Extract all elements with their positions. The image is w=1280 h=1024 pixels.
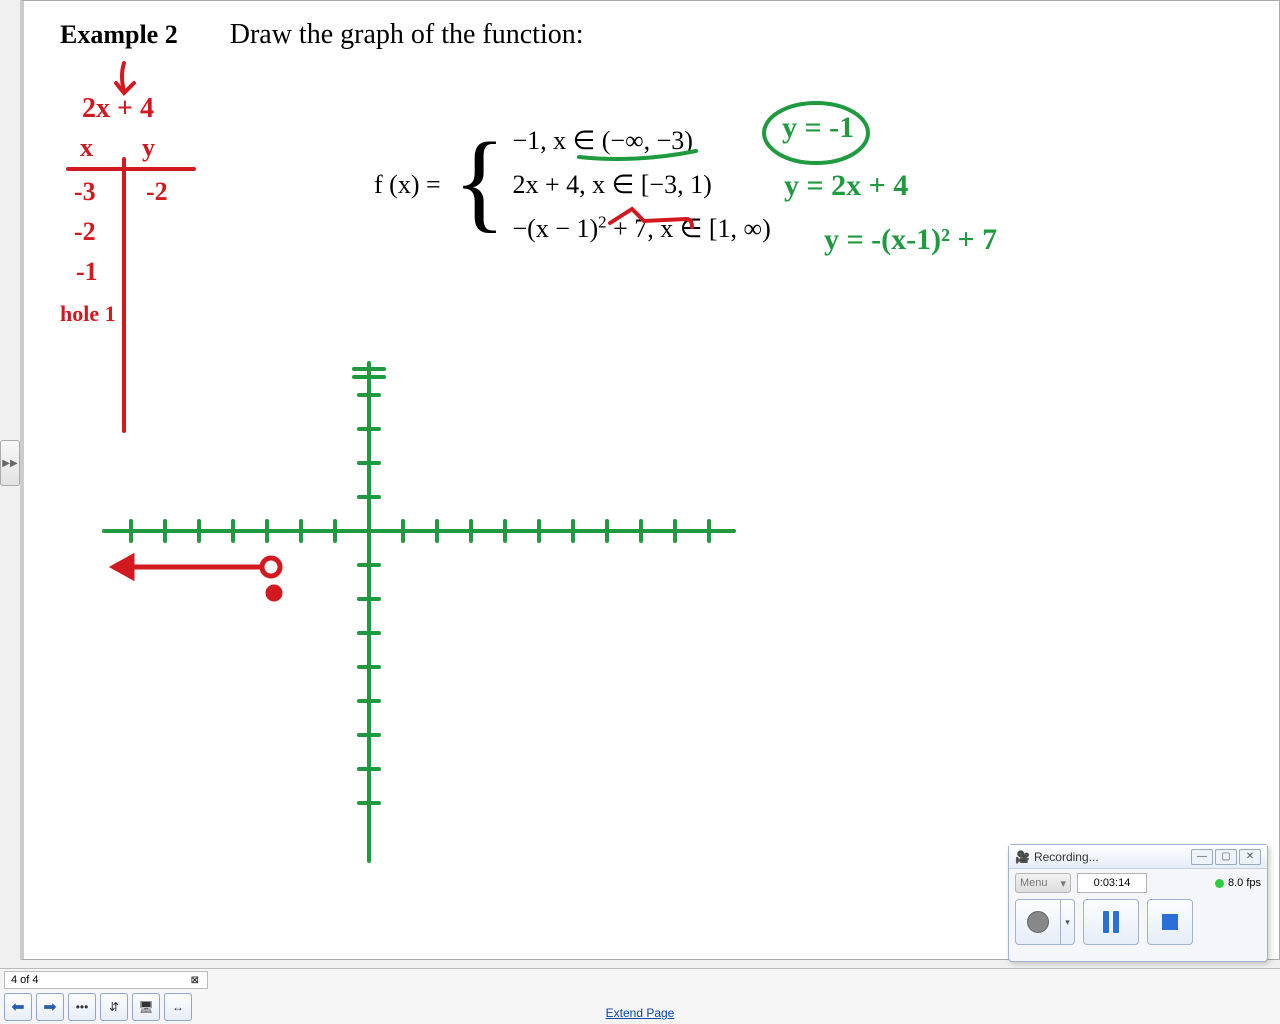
- record-dropdown[interactable]: ▾: [1061, 899, 1075, 945]
- red-expr: 2x + 4: [82, 93, 154, 125]
- fx-prefix: f (x) =: [374, 170, 441, 200]
- app-root: ▶▶ Example 2 Draw the graph of the funct…: [0, 0, 1280, 1024]
- instruction-text: Draw the graph of the function:: [230, 19, 584, 50]
- extend-page-link[interactable]: Extend Page: [606, 1006, 675, 1020]
- pause-icon: [1103, 911, 1119, 933]
- chevron-down-icon: ▾: [1060, 877, 1066, 890]
- elapsed-time: 0:03:14: [1077, 873, 1147, 893]
- sidebar-expand-handle[interactable]: ▶▶: [0, 440, 20, 486]
- canvas-inner: Example 2 Draw the graph of the function…: [24, 1, 1279, 959]
- example-label: Example 2: [60, 20, 178, 50]
- bottom-toolbar: 4 of 4 ⊠ ⬅ ➡ ••• ⇵ 🖥 ↔ Extend Page: [0, 968, 1280, 1024]
- close-button[interactable]: ✕: [1239, 849, 1261, 865]
- whiteboard-canvas[interactable]: Example 2 Draw the graph of the function…: [20, 0, 1280, 960]
- next-page-button[interactable]: ➡: [36, 993, 64, 1021]
- recorder-icon: 🎥: [1015, 850, 1030, 864]
- case-3: −(x − 1)2 + 7, x ∈ [1, ∞): [512, 207, 770, 251]
- red-r3x: -1: [76, 257, 98, 287]
- recording-titlebar[interactable]: 🎥 Recording... — ▢ ✕: [1009, 845, 1267, 869]
- width-toggle-button[interactable]: ↔: [164, 993, 192, 1021]
- fit-page-button[interactable]: ⇵: [100, 993, 128, 1021]
- recording-title-text: Recording...: [1034, 850, 1099, 864]
- hand-y2: y = 2x + 4: [784, 169, 908, 203]
- nav-buttons: ⬅ ➡ ••• ⇵ 🖥 ↔: [4, 991, 192, 1023]
- piecewise-definition: f (x) = { −1, x ∈ (−∞, −3) 2x + 4, x ∈ […: [374, 119, 771, 252]
- recording-controls: ▾: [1009, 897, 1267, 947]
- pause-button[interactable]: [1083, 899, 1139, 945]
- minimize-button[interactable]: —: [1191, 849, 1213, 865]
- red-arrow-down-icon: [116, 63, 134, 93]
- title-row: Example 2 Draw the graph of the function…: [60, 19, 584, 51]
- maximize-button[interactable]: ▢: [1215, 849, 1237, 865]
- piecewise-cases: −1, x ∈ (−∞, −3) 2x + 4, x ∈ [−3, 1) −(x…: [512, 119, 770, 252]
- fps-text: 8.0 fps: [1228, 877, 1261, 889]
- fps-indicator: 8.0 fps: [1215, 877, 1261, 889]
- hand-y1: y = -1: [782, 111, 854, 145]
- red-col-x: x: [80, 133, 93, 163]
- red-r1x: -3: [74, 177, 96, 207]
- page-indicator[interactable]: 4 of 4 ⊠: [4, 971, 208, 989]
- record-circle-icon: [1027, 911, 1049, 933]
- hand-y3: y = -(x-1)² + 7: [824, 223, 997, 257]
- red-col-y: y: [142, 133, 155, 163]
- more-button[interactable]: •••: [68, 993, 96, 1021]
- red-ray-y-minus1: [114, 557, 280, 599]
- record-button[interactable]: [1015, 899, 1061, 945]
- prev-page-button[interactable]: ⬅: [4, 993, 32, 1021]
- case-2: 2x + 4, x ∈ [−3, 1): [512, 163, 770, 207]
- menu-dropdown[interactable]: Menu▾: [1015, 873, 1071, 893]
- red-r1y: -2: [146, 177, 168, 207]
- fps-dot-icon: [1215, 879, 1224, 888]
- coordinate-axes: [104, 363, 734, 861]
- recording-info-row: Menu▾ 0:03:14 8.0 fps: [1009, 869, 1267, 897]
- red-r2x: -2: [74, 217, 96, 247]
- stop-icon: [1162, 914, 1178, 930]
- brace-icon: {: [453, 140, 506, 223]
- red-hole: hole 1: [60, 301, 116, 327]
- recording-panel: 🎥 Recording... — ▢ ✕ Menu▾ 0:03:14 8.0 f…: [1008, 844, 1268, 962]
- close-x-icon[interactable]: ⊠: [189, 975, 201, 986]
- stop-button[interactable]: [1147, 899, 1193, 945]
- fullscreen-button[interactable]: 🖥: [132, 993, 160, 1021]
- case-1: −1, x ∈ (−∞, −3): [512, 119, 770, 163]
